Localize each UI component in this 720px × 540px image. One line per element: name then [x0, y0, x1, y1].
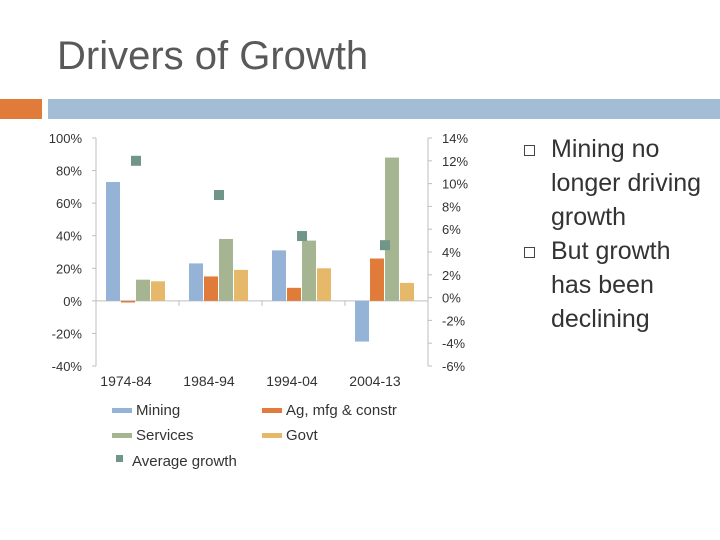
y-left-tick-label: 100%: [49, 131, 83, 146]
legend-swatch-ag-mfg-constr: [262, 408, 282, 413]
bar-govt: [400, 282, 414, 301]
legend-swatch-mining: [112, 408, 132, 413]
y-right-tick-label: 14%: [442, 131, 468, 146]
accent-bar-blue: [48, 99, 720, 119]
y-left-tick-label: -20%: [52, 326, 83, 341]
growth-chart: 100% 80% 60% 40% 20% 0% -20% -40% 14% 12% 10% 8% 6% 4…: [49, 131, 469, 470]
y-left-tick-label: 60%: [56, 196, 82, 211]
marker-average-growth: [380, 240, 390, 251]
legend-label-services: Services: [136, 427, 194, 444]
bullet-item: Mining no longer driving growth: [524, 132, 714, 234]
square-bullet-icon: [524, 145, 535, 156]
legend-swatch-average-growth: [116, 455, 123, 462]
legend-label-ag-mfg-constr: Ag, mfg & constr: [286, 402, 397, 419]
legend-label-govt: Govt: [286, 427, 319, 444]
y-left-tick-label: -40%: [52, 359, 83, 374]
x-tick-label: 1994-04: [266, 373, 318, 389]
bar-govt: [151, 281, 165, 301]
y-right-tick-label: -2%: [442, 313, 466, 328]
y-right-tick-label: -6%: [442, 359, 466, 374]
legend-swatch-services: [112, 433, 132, 438]
y-left-tick-label: 40%: [56, 229, 82, 244]
slide-title: Drivers of Growth: [57, 34, 369, 78]
y-right-tick-label: 2%: [442, 268, 461, 283]
bar-ag-mfg-constr: [370, 258, 384, 301]
y-right-tick-label: -4%: [442, 336, 466, 351]
y-right-tick-label: 0%: [442, 291, 461, 306]
y-right-tick-label: 8%: [442, 199, 461, 214]
square-bullet-icon: [524, 247, 535, 258]
bar-services: [219, 238, 233, 301]
x-tick-label: 1984-94: [183, 373, 235, 389]
y-left-tick-label: 20%: [56, 261, 82, 276]
marker-average-growth: [297, 231, 307, 242]
x-tick-label: 1974-84: [100, 373, 152, 389]
bar-govt: [234, 269, 248, 301]
bar-services: [136, 279, 150, 301]
legend-label-average-growth: Average growth: [132, 453, 237, 470]
y-left-tick-label: 80%: [56, 164, 82, 179]
x-tick-label: 2004-13: [349, 373, 401, 389]
y-right-tick-label: 4%: [442, 245, 461, 260]
bar-ag-mfg-constr: [287, 287, 301, 301]
bar-ag-mfg-constr: [121, 300, 135, 303]
marker-average-growth: [131, 155, 141, 166]
bullet-list: Mining no longer driving growth But grow…: [524, 132, 714, 336]
y-left-tick-label: 0%: [63, 294, 82, 309]
y-right-tick-label: 12%: [442, 154, 468, 169]
y-right-tick-label: 10%: [442, 177, 468, 192]
bar-govt: [317, 268, 331, 301]
legend-label-mining: Mining: [136, 402, 180, 419]
bar-ag-mfg-constr: [204, 276, 218, 301]
bar-services: [302, 240, 316, 301]
bullet-item: But growth has been declining: [524, 234, 714, 336]
bar-mining: [355, 300, 369, 342]
bullet-text: Mining no longer driving growth: [551, 135, 702, 231]
marker-average-growth: [214, 190, 224, 200]
bar-mining: [106, 181, 120, 301]
bar-mining: [189, 263, 203, 301]
y-right-tick-label: 6%: [442, 222, 461, 237]
bullet-text: But growth has been declining: [551, 237, 671, 333]
legend-swatch-govt: [262, 433, 282, 438]
accent-bar-orange: [0, 99, 42, 119]
bar-services: [385, 157, 399, 301]
bar-mining: [272, 250, 286, 301]
